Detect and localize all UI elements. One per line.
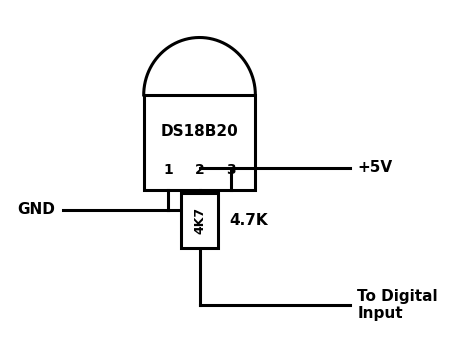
Bar bbox=[144, 95, 255, 190]
Text: +5V: +5V bbox=[357, 161, 393, 175]
Text: 1: 1 bbox=[163, 163, 173, 177]
Text: 3: 3 bbox=[226, 163, 236, 177]
Text: GND: GND bbox=[17, 203, 56, 217]
Text: 4K7: 4K7 bbox=[193, 207, 206, 234]
Text: 2: 2 bbox=[195, 163, 204, 177]
Text: 4.7K: 4.7K bbox=[230, 213, 268, 228]
Text: To Digital
Input: To Digital Input bbox=[357, 289, 438, 321]
Text: DS18B20: DS18B20 bbox=[161, 123, 238, 139]
Bar bbox=[181, 193, 218, 248]
